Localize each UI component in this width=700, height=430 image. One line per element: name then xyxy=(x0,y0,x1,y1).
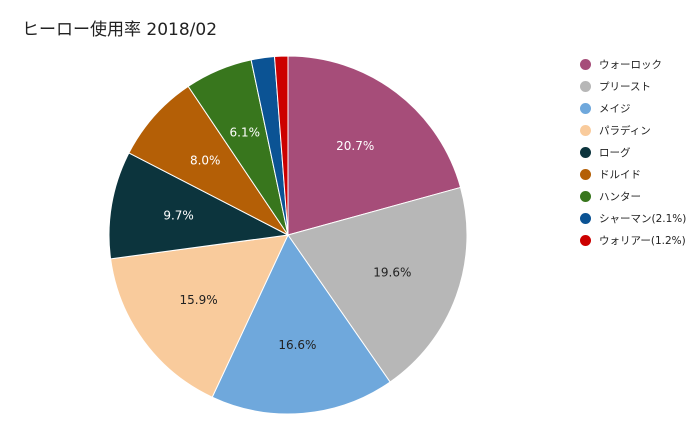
legend-label: ウォーロック xyxy=(599,58,662,71)
legend-swatch-icon xyxy=(580,58,591,70)
legend-swatch-icon xyxy=(580,190,591,202)
legend-swatch-icon xyxy=(580,146,591,158)
legend-label: メイジ xyxy=(599,102,631,115)
pie-slice-0[interactable] xyxy=(287,55,462,236)
pie-slice-3[interactable] xyxy=(110,234,289,398)
legend-item-7[interactable]: シャーマン(2.1%) xyxy=(580,207,700,229)
legend-label: シャーマン(2.1%) xyxy=(599,212,687,225)
legend-swatch-icon xyxy=(580,102,591,114)
slice-label-5: 8.0% xyxy=(190,154,221,168)
legend-label: ドルイド xyxy=(599,168,641,181)
pie-slice-8[interactable] xyxy=(273,55,289,236)
legend-item-5[interactable]: ドルイド xyxy=(580,163,700,185)
slice-label-1: 19.6% xyxy=(373,265,411,279)
legend-label: ローグ xyxy=(599,146,631,159)
legend-swatch-icon xyxy=(580,168,591,180)
slice-label-4: 9.7% xyxy=(163,209,194,223)
slice-label-6: 6.1% xyxy=(230,125,261,139)
legend-label: ハンター xyxy=(599,190,641,203)
legend-item-8[interactable]: ウォリアー(1.2%) xyxy=(580,229,700,251)
legend-label: プリースト xyxy=(599,80,651,93)
legend: ウォーロック プリーストメイジパラディンローグドルイドハンターシャーマン(2.1%… xyxy=(580,53,700,251)
legend-item-6[interactable]: ハンター xyxy=(580,185,700,207)
pie-slice-2[interactable] xyxy=(211,234,391,415)
pie-slice-4[interactable] xyxy=(108,152,290,260)
legend-item-1[interactable]: プリースト xyxy=(580,75,700,97)
slice-label-0: 20.7% xyxy=(336,139,374,153)
legend-item-3[interactable]: パラディン xyxy=(580,119,700,141)
legend-item-0[interactable]: ウォーロック xyxy=(580,53,700,75)
legend-label: パラディン xyxy=(599,124,651,137)
pie-slice-5[interactable] xyxy=(128,85,289,236)
slice-label-2: 16.6% xyxy=(278,338,316,352)
legend-label: ウォリアー(1.2%) xyxy=(599,234,686,247)
slice-label-3: 15.9% xyxy=(180,293,218,307)
legend-swatch-icon xyxy=(580,124,591,136)
legend-item-2[interactable]: メイジ xyxy=(580,97,700,119)
chart-title: ヒーロー使用率 2018/02 xyxy=(22,20,218,40)
legend-swatch-icon xyxy=(580,80,591,92)
pie-slice-1[interactable] xyxy=(287,186,468,383)
legend-swatch-icon xyxy=(580,212,591,224)
legend-item-4[interactable]: ローグ xyxy=(580,141,700,163)
legend-swatch-icon xyxy=(580,234,591,246)
